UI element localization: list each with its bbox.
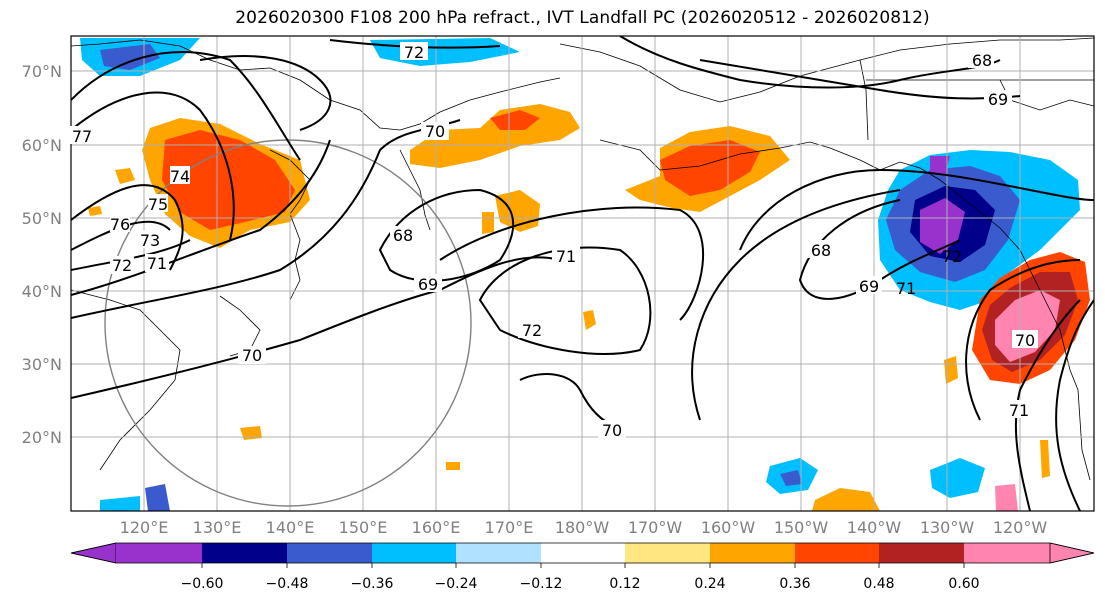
lon-label: 140°E: [265, 518, 315, 537]
contour-label: 72: [112, 256, 132, 275]
lon-label: 120°E: [119, 518, 169, 537]
colorbar-segment: [541, 543, 625, 563]
contour-label: 70: [425, 122, 445, 141]
lon-label: 170°E: [484, 518, 534, 537]
contour-lines: [71, 36, 1094, 511]
colorbar-segment: [70, 542, 117, 564]
contour-label: 75: [148, 195, 168, 214]
contour-label: 72: [522, 321, 542, 340]
figure-title: 2026020300 F108 200 hPa refract., IVT La…: [235, 8, 930, 28]
colorbar-segment: [116, 543, 202, 563]
contour-label: 71: [147, 254, 167, 273]
colorbar-tick-label: 0.24: [694, 576, 726, 592]
lat-label: 20°N: [21, 428, 62, 447]
shading-orange-west: [88, 118, 310, 248]
lat-label: 50°N: [21, 209, 62, 228]
lon-label: 140°W: [846, 518, 902, 537]
colorbar-tick-label: −0.12: [519, 576, 563, 592]
colorbar-segment: [625, 543, 710, 563]
colorbar-segment: [879, 543, 964, 563]
lon-label: 180°W: [554, 518, 610, 537]
contour-label: 70: [242, 346, 262, 365]
coastlines: [71, 37, 1094, 481]
lon-label: 150°W: [773, 518, 829, 537]
contour-label: 69: [988, 90, 1008, 109]
contour-label: 68: [972, 51, 992, 70]
colorbar-segment: [1049, 542, 1095, 564]
contour-label: 72: [942, 247, 962, 266]
lon-label: 150°E: [338, 518, 388, 537]
lon-label: 160°E: [411, 518, 461, 537]
contour-label: 68: [811, 241, 831, 260]
contour-label: 70: [602, 421, 622, 440]
contour-label: 70: [1015, 331, 1035, 350]
colorbar-segment: [287, 543, 372, 563]
contour-label: 76: [110, 215, 130, 234]
lon-label: 160°W: [700, 518, 756, 537]
lat-label: 60°N: [21, 136, 62, 155]
colorbar-tick-label: −0.24: [434, 576, 478, 592]
lat-label: 30°N: [21, 355, 62, 374]
colorbar-tick-label: −0.60: [180, 576, 224, 592]
contour-label: 77: [72, 127, 92, 146]
colorbar-tick-label: 0.60: [948, 576, 980, 592]
colorbar-segment: [202, 543, 287, 563]
colorbar-tick-label: 0.48: [863, 576, 895, 592]
contour-label: 71: [896, 279, 916, 298]
shading-south-small: [100, 426, 1018, 511]
colorbar-segment: [795, 543, 879, 563]
contour-label: 74: [170, 167, 190, 186]
contour-label: 68: [393, 226, 413, 245]
lon-label: 130°W: [919, 518, 975, 537]
lat-label: 70°N: [21, 62, 62, 81]
contour-label: 73: [140, 231, 160, 250]
contour-label: 71: [1009, 401, 1029, 420]
lat-label: 40°N: [21, 282, 62, 301]
colorbar-segment: [964, 543, 1050, 563]
lon-label: 170°W: [627, 518, 683, 537]
contour-label: 69: [418, 275, 438, 294]
colorbar-segment: [456, 543, 541, 563]
lon-label: 130°E: [192, 518, 242, 537]
contour-label: 71: [556, 247, 576, 266]
colorbar-tick-label: 0.36: [779, 576, 811, 592]
colorbar-tick-label: −0.48: [265, 576, 309, 592]
colorbar-tick-label: 0.12: [609, 576, 641, 592]
colorbar: [70, 542, 1095, 568]
contour-label: 72: [404, 43, 424, 62]
colorbar-segment: [372, 543, 456, 563]
colorbar-tick-label: −0.36: [350, 576, 394, 592]
lon-label: 120°W: [992, 518, 1048, 537]
map-frame: [70, 35, 1095, 512]
shading-red-southeast: [944, 252, 1090, 478]
colorbar-segment: [710, 543, 795, 563]
contour-label: 69: [859, 277, 879, 296]
